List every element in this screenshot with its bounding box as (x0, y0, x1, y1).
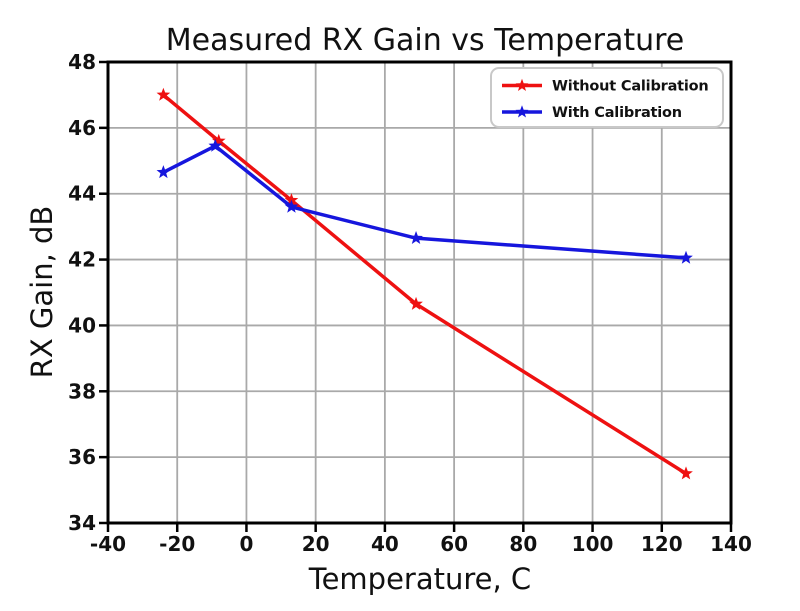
y-tick-label: 34 (68, 511, 96, 535)
data-point-marker (409, 296, 423, 310)
y-tick-label: 38 (68, 379, 96, 403)
x-tick-label: 140 (710, 532, 752, 556)
legend: Without Calibration With Calibration (490, 67, 724, 128)
data-point-marker (679, 250, 693, 264)
y-axis-label: RX Gain, dB (25, 206, 59, 379)
legend-marker-icon (515, 105, 529, 118)
data-point-marker (679, 466, 693, 480)
y-tick-label: 42 (68, 248, 96, 272)
y-tick-label: 46 (68, 116, 96, 140)
chart-line-with-calibration (161, 144, 688, 260)
x-tick-label: 80 (509, 532, 537, 556)
axes-frame: -40 -20 0 20 40 60 80 100 120 140 34 36 38 40 42 44 46 48 (68, 50, 752, 556)
y-tick-label: 48 (68, 50, 96, 74)
x-tick-label: 120 (641, 532, 683, 556)
grid-lines (107, 61, 732, 524)
legend-marker-icon (515, 78, 529, 91)
data-point-marker (156, 165, 171, 179)
data-series (156, 87, 693, 480)
chart-line-without-calibration (161, 93, 688, 476)
legend-label: With Calibration (552, 105, 682, 121)
data-point-marker (284, 193, 299, 207)
x-tick-label: 40 (371, 532, 399, 556)
x-tick-label: -20 (159, 532, 195, 556)
chart-title: Measured RX Gain vs Temperature (166, 23, 684, 58)
x-tick-label: 100 (572, 532, 614, 556)
x-tick-label: 20 (302, 532, 330, 556)
y-tick-label: 40 (68, 313, 96, 337)
data-point-marker (208, 138, 223, 152)
data-point-marker (211, 133, 226, 147)
y-tick-label: 44 (68, 182, 96, 206)
legend-label: Without Calibration (552, 79, 709, 95)
x-tick-label: -40 (90, 532, 126, 556)
data-point-marker (409, 230, 423, 244)
x-axis-label: Temperature, C (308, 562, 531, 596)
data-point-marker (284, 199, 299, 213)
legend-box (490, 67, 724, 128)
data-point-marker (156, 87, 171, 101)
plot-border (106, 60, 733, 525)
x-tick-label: 0 (239, 532, 253, 556)
x-tick-label: 60 (440, 532, 468, 556)
y-tick-label: 36 (68, 445, 96, 469)
